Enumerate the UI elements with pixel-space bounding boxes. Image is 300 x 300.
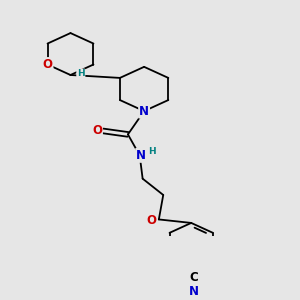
Text: O: O	[92, 124, 102, 137]
Text: N: N	[139, 105, 149, 118]
Text: H: H	[77, 69, 85, 78]
Text: O: O	[43, 58, 52, 71]
Text: O: O	[146, 214, 157, 227]
Text: H: H	[148, 147, 156, 156]
Text: N: N	[136, 149, 146, 162]
Text: C: C	[189, 271, 198, 284]
Text: N: N	[189, 285, 199, 298]
